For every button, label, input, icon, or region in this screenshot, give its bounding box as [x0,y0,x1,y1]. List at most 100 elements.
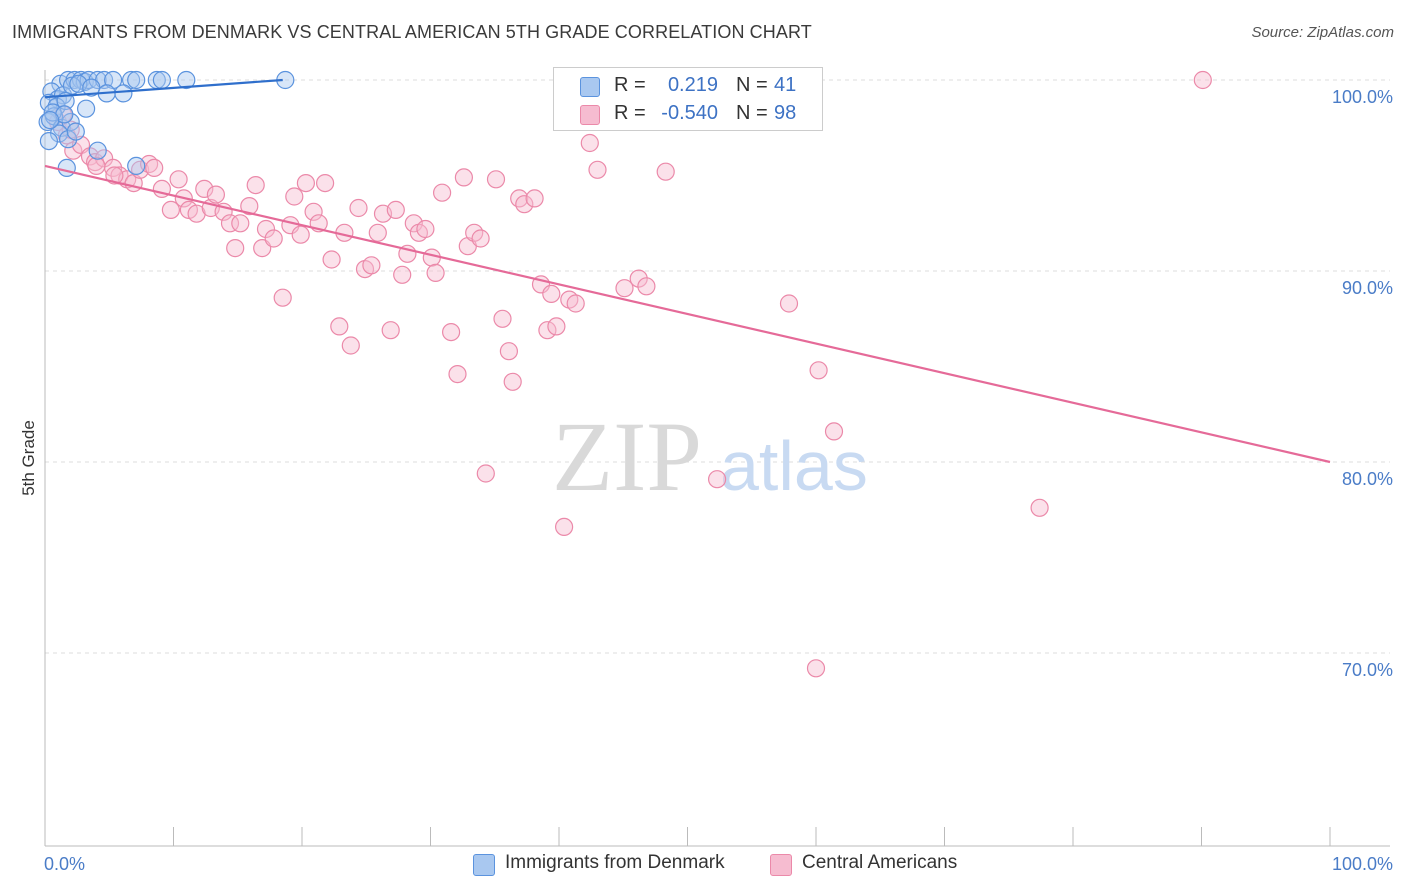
data-point [76,99,96,118]
data-point [195,179,214,198]
blue-swatch-icon [580,77,600,97]
r-value: -0.540 [661,102,718,124]
data-point [177,70,196,90]
data-point [127,156,146,175]
x-tick-label-1: 100.0% [1332,854,1393,874]
data-point [256,219,276,239]
data-point [114,84,133,103]
central-americans-points [48,70,1212,678]
data-point [471,229,490,248]
watermark: ZIP atlas [552,401,868,512]
data-point [341,336,360,355]
y-axis-label: 5th Grade [19,420,38,496]
n-value: 41 [774,74,797,96]
data-point [58,130,78,149]
data-point [422,248,441,267]
source-label: Source: ZipAtlas.com [1251,24,1394,41]
data-point [226,239,245,258]
data-point [231,214,250,233]
data-point [707,470,727,489]
n-label: N = [736,74,768,96]
data-point [493,309,512,328]
y-tick-label: 100.0% [1332,87,1393,107]
blue-square-icon [473,854,495,876]
x-axis-ticks [173,827,1331,846]
data-point [220,214,240,233]
data-point [442,323,461,342]
data-point [40,110,60,130]
denmark-trend-line [44,78,283,99]
data-point [806,659,826,678]
data-point [246,176,265,195]
data-point [809,361,828,380]
data-point [433,183,452,202]
data-point [296,174,315,193]
data-point [588,160,607,179]
data-point [304,202,323,221]
data-point [615,279,634,298]
data-point [316,174,335,193]
y-tick-label: 70.0% [1342,660,1393,680]
data-point [386,200,405,219]
data-point [368,223,387,242]
data-point [87,156,106,175]
data-point [416,219,435,239]
chart-title: IMMIGRANTS FROM DENMARK VS CENTRAL AMERI… [12,22,812,42]
data-point [122,70,141,90]
data-point [510,189,529,208]
trend-lines [44,78,1331,464]
data-point [206,185,225,204]
n-value: 98 [774,102,797,124]
data-point [66,122,85,141]
data-point [566,294,585,313]
r-label: R = [614,74,646,96]
data-point [291,225,310,244]
data-point [515,195,534,214]
data-point [503,372,522,391]
data-point [824,422,844,441]
data-point [547,317,566,336]
data-point [381,321,400,340]
data-point [57,158,76,177]
data-point [285,187,304,206]
data-point [152,70,171,90]
data-point [525,189,544,208]
data-point [476,464,495,483]
y-tick-label: 90.0% [1342,278,1393,298]
data-point [105,166,124,185]
data-point [362,256,381,275]
data-point [39,132,59,151]
data-point [637,277,656,296]
x-tick-label-0: 0.0% [44,854,85,874]
data-point [580,133,599,153]
r-label: R = [614,102,646,124]
data-point [404,214,423,233]
stats-legend-row-central-americans: R = -0.540 N = 98 [554,100,822,128]
central-americans-trend-line [44,164,1331,464]
watermark-zip: ZIP [552,401,702,512]
data-point [264,229,283,248]
data-point [393,265,412,284]
data-point [169,170,188,189]
data-point [240,197,259,216]
data-point [1193,70,1212,90]
data-point [161,200,180,219]
pink-swatch-icon [580,105,600,125]
legend-label: Immigrants from Denmark [505,852,725,873]
data-point [145,158,164,177]
denmark-points [38,70,295,177]
r-value: 0.219 [667,74,718,96]
y-axis-ticks: 70.0% 80.0% 90.0% 100.0% [1332,87,1393,680]
data-point [349,198,368,218]
stats-legend-row-denmark: R = 0.219 N = 41 [554,72,822,100]
data-point [656,162,675,181]
data-point [1030,498,1049,517]
n-label: N = [736,102,768,124]
data-point [486,170,506,189]
data-point [629,269,648,288]
data-point [779,294,799,313]
data-point [127,70,146,90]
legend-label: Central Americans [802,852,958,873]
pink-square-icon [770,854,792,876]
